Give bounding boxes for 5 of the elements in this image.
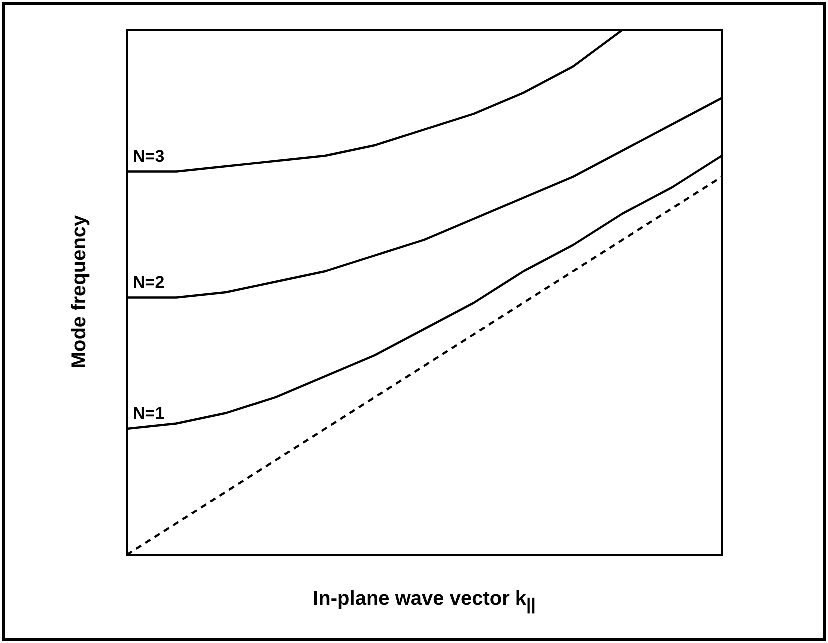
y-axis-title: Mode frequency <box>68 215 92 369</box>
series-label: N=1 <box>133 404 165 424</box>
series-label: N=3 <box>133 146 165 166</box>
x-axis-title: In-plane wave vector k$_{||}$ <box>312 588 537 615</box>
series-label: N=2 <box>133 272 165 292</box>
